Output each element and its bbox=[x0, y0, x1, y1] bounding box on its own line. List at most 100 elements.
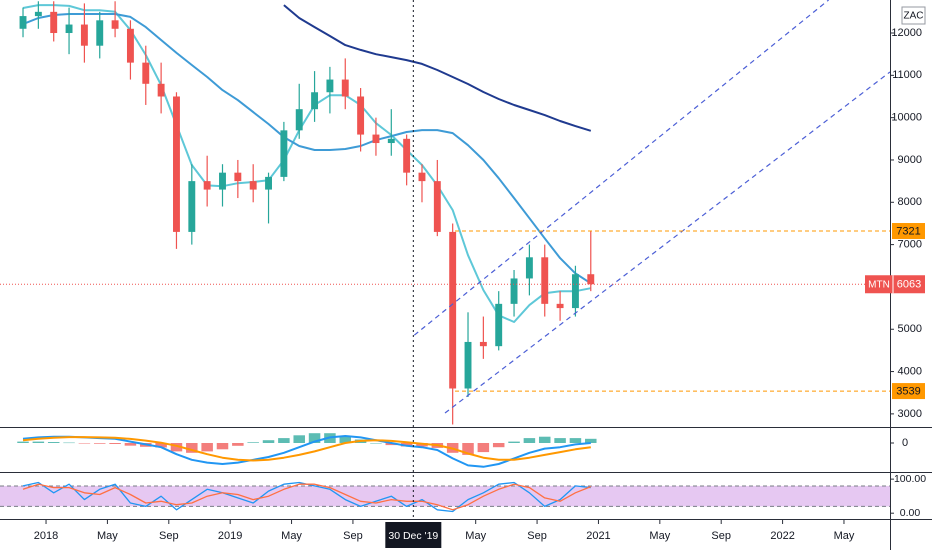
candle-body bbox=[541, 257, 549, 304]
candle-body bbox=[464, 341, 472, 389]
candle-body bbox=[65, 24, 73, 34]
histogram-bar bbox=[155, 443, 167, 448]
candle-body bbox=[556, 303, 564, 309]
histogram-bar bbox=[17, 441, 29, 443]
currency-box bbox=[901, 6, 926, 25]
price-pane bbox=[0, 0, 890, 425]
histogram-bar bbox=[232, 443, 244, 446]
candle-body bbox=[96, 20, 104, 46]
last-price-label: 6063 bbox=[897, 279, 921, 291]
candle-body bbox=[111, 20, 119, 29]
x-tick-label: 2021 bbox=[586, 530, 610, 542]
moving-average bbox=[283, 4, 592, 132]
histogram-bar bbox=[262, 440, 275, 443]
histogram-bar bbox=[109, 443, 121, 444]
macd-line bbox=[22, 436, 591, 462]
candle-body bbox=[50, 11, 58, 34]
candle-body bbox=[449, 231, 457, 389]
candle-body bbox=[387, 138, 395, 144]
candle-body bbox=[357, 96, 365, 135]
last-price-box bbox=[865, 275, 925, 294]
candle-body bbox=[418, 172, 426, 182]
histogram-bar bbox=[124, 443, 137, 446]
y-tick-label: 3000 bbox=[898, 408, 922, 420]
x-tick-label: 2019 bbox=[218, 530, 242, 542]
stochastic-pane bbox=[0, 481, 890, 513]
macd-line bbox=[22, 435, 591, 468]
price-label-box bbox=[892, 383, 925, 400]
x-tick-label: May bbox=[834, 530, 855, 542]
x-tick-label: May bbox=[465, 530, 486, 542]
y-tick-label: 0 bbox=[902, 437, 908, 449]
candle-body bbox=[372, 134, 380, 144]
histogram-bar bbox=[538, 436, 551, 443]
crosshair-label-box bbox=[385, 522, 442, 548]
candle-body bbox=[80, 24, 88, 46]
histogram-bar bbox=[32, 441, 45, 443]
y-tick-label: 5000 bbox=[898, 323, 922, 335]
histogram-bar bbox=[201, 443, 213, 452]
candle-body bbox=[19, 16, 27, 29]
x-tick-label: May bbox=[281, 530, 302, 542]
price-label-box bbox=[892, 223, 925, 240]
x-tick-label: Sep bbox=[159, 530, 179, 542]
histogram-bar bbox=[400, 443, 413, 447]
histogram-bar bbox=[278, 438, 290, 443]
histogram-bar bbox=[63, 442, 75, 444]
moving-average bbox=[22, 13, 592, 285]
histogram-bar bbox=[308, 433, 321, 443]
histogram-bar bbox=[523, 438, 536, 443]
y-tick-label: 10000 bbox=[891, 112, 922, 124]
candle-body bbox=[311, 92, 319, 110]
histogram-bar bbox=[186, 443, 198, 453]
y-tick-label: 4000 bbox=[898, 365, 922, 377]
y-tick-label: 12000 bbox=[891, 27, 922, 39]
histogram-bar bbox=[492, 443, 505, 448]
candle-body bbox=[265, 176, 272, 190]
histogram-bar bbox=[554, 438, 566, 443]
candle-body bbox=[157, 83, 165, 97]
histogram-bar bbox=[370, 443, 382, 444]
y-tick-label: 7000 bbox=[898, 239, 922, 251]
candle-body bbox=[326, 79, 334, 93]
x-tick-label: Sep bbox=[343, 530, 363, 542]
crosshair-label: 30 Dec '19 bbox=[388, 530, 438, 542]
candle-body bbox=[219, 172, 226, 190]
macd-pane bbox=[17, 433, 597, 468]
candle-body bbox=[479, 341, 487, 347]
x-tick-label: 2022 bbox=[770, 530, 794, 542]
histogram-bar bbox=[293, 435, 305, 443]
candle-body bbox=[173, 96, 180, 232]
histogram-bar bbox=[339, 436, 352, 443]
histogram-bar bbox=[93, 443, 106, 444]
candle-body bbox=[571, 274, 579, 309]
currency: ZAC bbox=[904, 11, 924, 22]
histogram-bar bbox=[585, 438, 597, 443]
y-tick-label: 8000 bbox=[898, 196, 922, 208]
candle-body bbox=[341, 79, 349, 97]
candle-body bbox=[249, 181, 257, 190]
histogram-bar bbox=[385, 443, 398, 446]
x-tick-label: May bbox=[649, 530, 670, 542]
histogram-bar bbox=[78, 443, 91, 444]
candle-body bbox=[495, 303, 503, 347]
candle-body bbox=[525, 257, 533, 279]
band-fill bbox=[0, 485, 890, 507]
y-tick-label: 9000 bbox=[898, 154, 922, 166]
histogram-bar bbox=[477, 443, 490, 453]
candle-body bbox=[433, 181, 441, 232]
x-tick-label: Sep bbox=[711, 530, 731, 542]
candle-body bbox=[280, 130, 288, 177]
trend-line bbox=[413, 0, 829, 336]
symbol-label: MTN bbox=[868, 279, 890, 290]
price-label: 3539 bbox=[896, 385, 920, 397]
y-tick-label: 11000 bbox=[892, 69, 922, 81]
candle-body bbox=[587, 274, 595, 285]
histogram-bar bbox=[247, 442, 259, 443]
candle-body bbox=[34, 11, 42, 17]
candle-body bbox=[142, 62, 150, 84]
